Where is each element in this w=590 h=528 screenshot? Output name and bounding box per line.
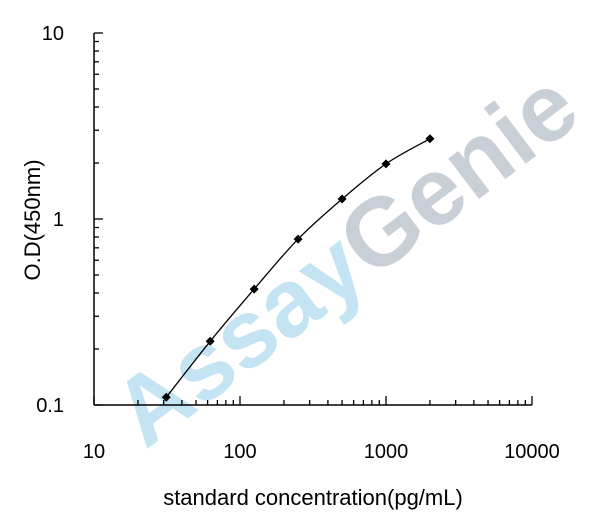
data-point-marker bbox=[425, 134, 435, 144]
data-point-marker bbox=[161, 392, 171, 402]
x-tick-label: 10 bbox=[83, 441, 105, 463]
y-tick-label: 0.1 bbox=[36, 395, 64, 417]
x-axis-tick-labels: 10 100 1000 10000 bbox=[83, 441, 560, 463]
y-axis-ticks bbox=[94, 32, 103, 406]
data-points bbox=[161, 134, 435, 402]
y-tick-label: 10 bbox=[42, 23, 64, 45]
y-tick-label: 1 bbox=[53, 209, 64, 231]
x-axis-ticks bbox=[93, 396, 533, 405]
x-axis-title: standard concentration(pg/mL) bbox=[163, 485, 463, 510]
data-point-marker bbox=[381, 159, 391, 169]
watermark-part-genie: Genie bbox=[320, 51, 590, 297]
data-point-marker bbox=[293, 234, 303, 244]
y-axis-title: O.D(450nm) bbox=[20, 159, 45, 280]
x-tick-label: 10000 bbox=[504, 441, 560, 463]
y-axis-tick-labels: 0.1 1 10 bbox=[36, 23, 64, 417]
data-point-marker bbox=[249, 284, 259, 294]
data-point-marker bbox=[205, 336, 215, 346]
x-tick-label: 100 bbox=[223, 441, 256, 463]
data-point-marker bbox=[337, 194, 347, 204]
watermark-part-assay: Assay bbox=[94, 211, 384, 467]
x-tick-label: 1000 bbox=[364, 441, 409, 463]
